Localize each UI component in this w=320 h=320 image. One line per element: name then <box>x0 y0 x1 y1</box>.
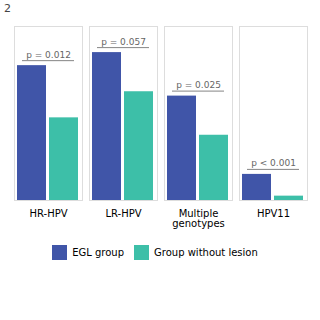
html-text:Group without lesion: Group without lesion <box>154 247 258 258</box>
svg-text:p = 0.012: p = 0.012 <box>26 50 71 60</box>
svg-text:LR-HPV: LR-HPV <box>105 208 141 219</box>
html-text:2: 2 <box>4 2 11 15</box>
html-text:EGL group: EGL group <box>72 247 124 258</box>
svg-text:p = 0.057: p = 0.057 <box>101 37 146 47</box>
svg-text:p < 0.001: p < 0.001 <box>251 158 296 168</box>
svg-text:HR-HPV: HR-HPV <box>29 208 67 219</box>
svg-text:p = 0.025: p = 0.025 <box>176 80 221 90</box>
svg-text:HPV11: HPV11 <box>257 208 290 219</box>
svg-text:Multiplegenotypes: Multiplegenotypes <box>172 208 225 229</box>
